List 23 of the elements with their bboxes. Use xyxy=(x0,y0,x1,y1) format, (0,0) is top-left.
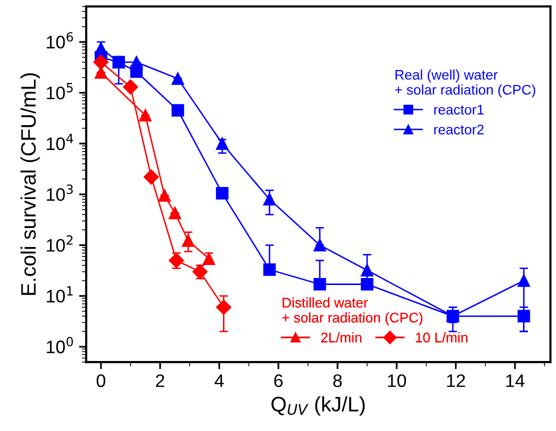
x-tick-label: 10 xyxy=(388,374,406,388)
y-tick-label: 10$^{2}$ xyxy=(46,235,73,252)
legend-label: 10 L/min xyxy=(416,332,468,342)
legend-label: 2L/min xyxy=(321,332,362,342)
x-tick-label: 2 xyxy=(156,374,164,387)
y-tick-label: 10$^{0}$ xyxy=(46,336,73,354)
x-tick-label: 4 xyxy=(214,374,224,387)
x-axis-title: Q$_{UV}$ (kJ/L) xyxy=(271,396,365,416)
y-tick-label: 10$^{1}$ xyxy=(46,286,73,303)
x-tick-label: 14 xyxy=(506,374,524,387)
x-tick-label: 8 xyxy=(333,374,342,388)
legend-label: reactor2 xyxy=(434,124,484,134)
y-tick-label: 10$^{6}$ xyxy=(46,32,73,49)
y-tick-label: 10$^{3}$ xyxy=(46,184,73,201)
y-axis-title: E.coli survival (CFU/mL) xyxy=(20,73,40,295)
annotation: Real (well) water + solar radiation (CPC) xyxy=(395,70,536,98)
x-tick-label: 0 xyxy=(96,374,106,388)
legend-label: reactor1 xyxy=(434,104,484,115)
annotation: Distilled water + solar radiation (CPC) xyxy=(282,297,422,326)
x-tick-label: 12 xyxy=(447,374,465,387)
y-tick-label: 10$^{5}$ xyxy=(46,83,73,100)
x-tick-label: 6 xyxy=(274,374,283,388)
y-tick-label: 10$^{4}$ xyxy=(46,134,74,150)
